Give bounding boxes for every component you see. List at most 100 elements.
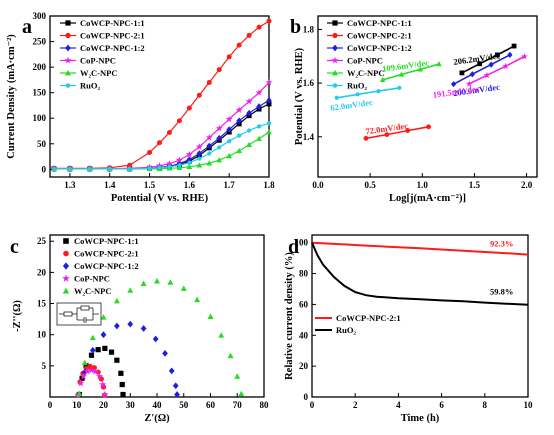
data-point [234, 373, 241, 379]
data-point [215, 124, 223, 132]
data-point [238, 390, 245, 397]
legend: CoWCP-NPC-1:1 CoWCP-NPC-2:1 CoWCP-NPC-1:2 C… [327, 18, 412, 91]
data-point [355, 92, 360, 97]
legend: CoWCP-NPC-1:1 CoWCP-NPC-2:1 CoWCP-NPC-1:2 C… [60, 18, 145, 91]
data-point [67, 166, 73, 171]
series-5: 62.0mV/dec [330, 85, 402, 113]
legend-label: CoWCP-NPC-2:1 [347, 31, 412, 41]
legend-marker [64, 56, 72, 64]
x-tick-label: 40 [153, 400, 163, 410]
x-tick-label: 0 [48, 400, 53, 410]
legend-marker [65, 83, 71, 88]
series-4: 109.6mV/dec [379, 57, 442, 83]
data-point [120, 391, 126, 398]
data-point [477, 61, 483, 67]
data-point [266, 18, 272, 24]
series-5 [51, 121, 272, 171]
data-point [469, 71, 475, 78]
data-point [376, 89, 381, 94]
y-tick-label: 80 [299, 269, 309, 279]
data-point [87, 166, 92, 171]
data-point [157, 165, 162, 170]
y-tick-label: 200 [33, 62, 47, 72]
y-tick-label: 15 [37, 299, 47, 309]
data-point [88, 352, 95, 358]
y-tick-label: 5 [42, 361, 47, 371]
data-point [266, 97, 272, 104]
data-point [218, 332, 225, 338]
data-point [459, 70, 465, 76]
data-point [156, 162, 163, 169]
data-point [79, 372, 88, 380]
y-tick-label: 0 [42, 164, 47, 174]
data-point [206, 160, 213, 166]
data-point [176, 164, 183, 171]
x-axis-label: Time (h) [401, 413, 440, 424]
data-point [147, 149, 153, 155]
data-point [81, 359, 88, 366]
data-point [180, 285, 187, 291]
panel-b-tafel-chart: 0.0 0.5 1.0 1.5 2.0 1.4 1.6 1.8 Log[j(mA·cm⁻²)] P… [290, 15, 538, 204]
series-2 [76, 320, 180, 398]
y-tick-label: 250 [33, 37, 47, 47]
y-tick-label: 40 [299, 330, 309, 340]
data-point [101, 390, 109, 398]
plot-frame [49, 15, 270, 178]
data-point [166, 160, 173, 167]
data-point [114, 357, 120, 363]
legend-marker [332, 20, 338, 26]
series-1: 59.8% [311, 242, 529, 306]
x-tick-label: 1.6 [184, 180, 196, 190]
data-point [450, 81, 457, 88]
x-tick-label: 0 [310, 400, 315, 410]
data-point [196, 162, 203, 168]
panel-a-lsv-chart: 1.3 1.4 1.5 1.6 1.7 1.8 0 50 100 150 200 250 300 Pote… [6, 11, 275, 204]
data-point [205, 134, 213, 141]
data-point [186, 105, 192, 111]
x-tick-label: 0.5 [365, 180, 377, 190]
y-tick-label: 100 [295, 238, 309, 248]
data-point [216, 134, 222, 142]
data-point [167, 164, 172, 169]
legend-marker [65, 44, 71, 52]
fit-line [453, 54, 511, 85]
x-tick-label: 4 [396, 400, 401, 410]
data-point [235, 106, 243, 113]
data-point [119, 381, 125, 388]
data-point [172, 382, 179, 390]
data-point [246, 128, 252, 133]
y-tick-label: 1.6 [303, 78, 315, 88]
y-tick-label: 50 [37, 139, 47, 149]
data-point [83, 367, 92, 375]
series-line [311, 241, 529, 256]
legend-label: CoWCP-NPC-1:1 [74, 236, 139, 246]
legend-label: W₂C-NPC [74, 286, 112, 296]
data-point [100, 331, 107, 339]
x-tick-label: 8 [483, 400, 488, 410]
data-point [246, 32, 252, 38]
x-tick-label: 30 [126, 400, 136, 410]
data-point [256, 135, 262, 141]
data-point [217, 145, 222, 150]
data-point [266, 101, 272, 107]
data-point [237, 133, 242, 138]
series-1: 72.0mV/dec [363, 120, 431, 141]
y-tick-label: 10 [37, 330, 47, 340]
legend-marker [63, 238, 69, 244]
fit-line [336, 87, 400, 99]
data-point [113, 297, 120, 304]
data-point [334, 95, 339, 100]
data-point [255, 89, 263, 96]
legend: CoWCP-NPC-1:1 CoWCP-NPC-2:1 CoWCP-NPC-1:2 C… [62, 236, 139, 296]
x-axis-label: Potential (V vs. RHE) [111, 193, 209, 204]
y-axis-label: -Z''(Ω) [12, 300, 23, 332]
legend-marker [62, 287, 70, 294]
data-point [167, 279, 174, 285]
legend-label: W₂C-NPC [347, 68, 385, 78]
series-line [54, 122, 270, 170]
legend-marker [331, 56, 339, 64]
legend-label: RuO₂ [347, 81, 367, 91]
data-point [196, 150, 203, 157]
legend-label: RuO₂ [80, 81, 100, 91]
